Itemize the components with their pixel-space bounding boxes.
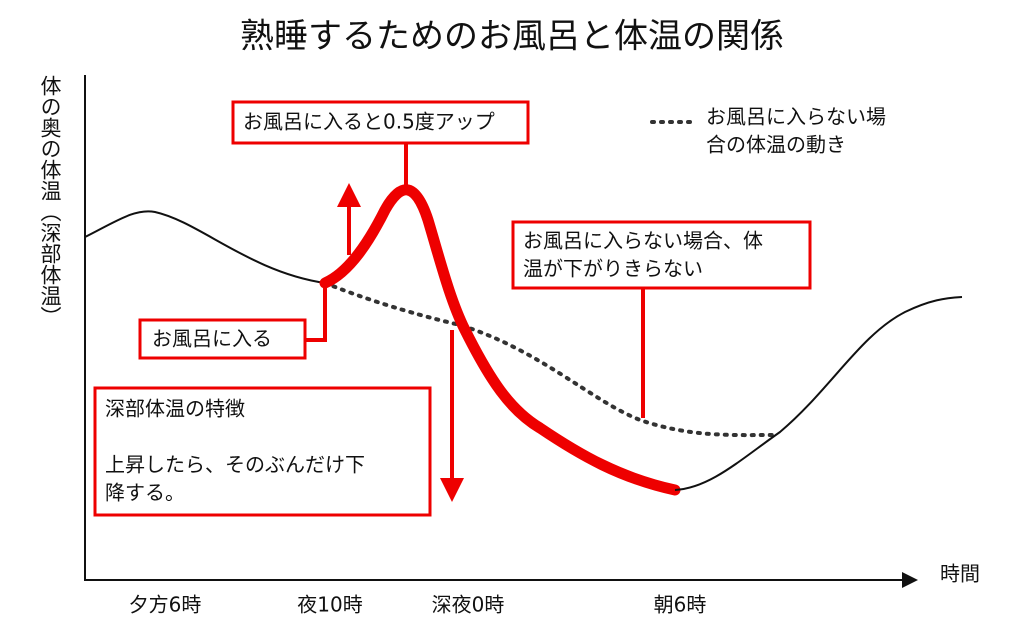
no-bath-curve — [323, 281, 774, 438]
callout-text: お風呂に入る — [152, 327, 272, 351]
y-axis-label: 体の奥の体温（深部体温） — [38, 75, 62, 327]
feature-text: 降する。 — [105, 481, 185, 505]
feature-text: 上昇したら、そのぶんだけ下 — [105, 453, 365, 477]
callout-text: お風呂に入ると0.5度アップ — [243, 110, 495, 134]
callout-box — [231, 100, 530, 145]
title: 熟睡するためのお風呂と体温の関係 — [240, 17, 784, 57]
callout-box — [138, 318, 307, 360]
x-label: 夕方6時 — [129, 593, 202, 617]
x-label: 朝6時 — [654, 593, 707, 617]
x-label: 深夜0時 — [432, 593, 505, 617]
legend-text: お風呂に入らない場 — [706, 105, 886, 129]
x-axis-label: 時間 — [940, 562, 980, 586]
callout-text: お風呂に入らない場合、体 — [523, 229, 763, 253]
feature-title: 深部体温の特徴 — [105, 397, 245, 421]
bath-curve — [319, 184, 681, 496]
legend-text: 合の体温の動き — [706, 133, 846, 157]
baseline-curve — [84, 210, 326, 284]
recovery-curve — [674, 296, 963, 491]
callout-text: 温が下がりきらない — [523, 257, 703, 281]
callout-box — [511, 220, 812, 290]
x-label: 夜10時 — [297, 593, 362, 617]
callout-leader — [305, 285, 327, 342]
feature-box — [93, 386, 432, 517]
